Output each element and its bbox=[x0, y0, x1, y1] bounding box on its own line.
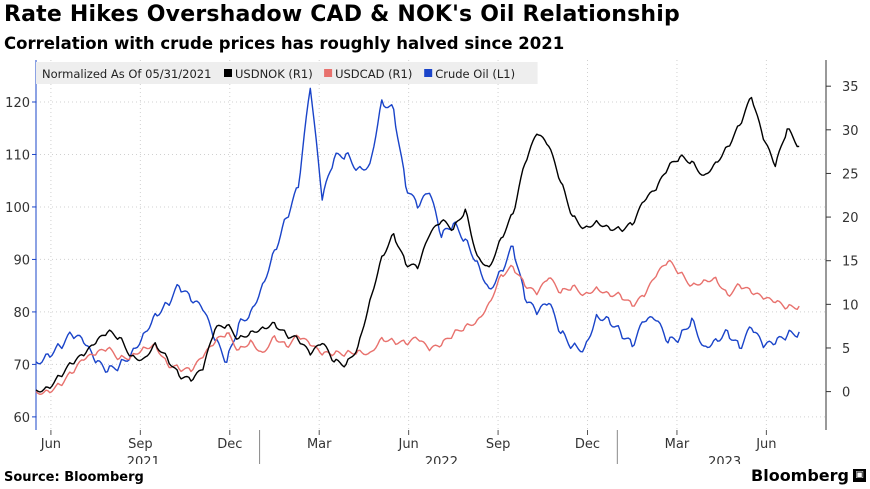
x-tick-label: Dec bbox=[575, 437, 600, 452]
source-note: Source: Bloomberg bbox=[4, 470, 144, 485]
x-tick-label: Sep bbox=[128, 437, 153, 452]
legend-label: USDNOK (R1) bbox=[235, 67, 313, 81]
chart-title: Rate Hikes Overshadow CAD & NOK's Oil Re… bbox=[4, 2, 680, 27]
right-tick-label: 20 bbox=[842, 211, 859, 226]
left-tick-label: 120 bbox=[5, 96, 30, 111]
legend-note: Normalized As Of 05/31/2021 bbox=[42, 67, 211, 81]
chart-subtitle: Correlation with crude prices has roughl… bbox=[4, 34, 565, 53]
legend-box bbox=[36, 62, 538, 84]
right-tick-label: 0 bbox=[842, 386, 850, 401]
x-tick-label: Mar bbox=[665, 437, 690, 452]
brand-name: Bloomberg bbox=[751, 466, 849, 485]
right-tick-label: 30 bbox=[842, 124, 859, 139]
usdnok-line bbox=[35, 96, 800, 393]
x-tick-label: Jun bbox=[40, 437, 61, 452]
right-tick-label: 15 bbox=[842, 255, 859, 270]
left-tick-label: 80 bbox=[13, 306, 30, 321]
left-tick-label: 100 bbox=[5, 201, 30, 216]
legend-swatch bbox=[324, 69, 333, 77]
x-tick-label: Jun bbox=[397, 437, 418, 452]
right-tick-label: 35 bbox=[842, 80, 859, 95]
right-tick-label: 10 bbox=[842, 298, 859, 313]
right-tick-label: 25 bbox=[842, 167, 859, 182]
x-tick-label: Dec bbox=[217, 437, 242, 452]
left-tick-label: 90 bbox=[13, 253, 30, 268]
left-tick-label: 70 bbox=[13, 358, 30, 373]
bloomberg-terminal-icon: ▣ bbox=[853, 469, 866, 482]
x-tick-label: Mar bbox=[307, 437, 332, 452]
legend-label: Crude Oil (L1) bbox=[435, 67, 515, 81]
legend-label: USDCAD (R1) bbox=[335, 67, 412, 81]
usdcad-line bbox=[35, 259, 800, 395]
left-tick-label: 60 bbox=[13, 411, 30, 426]
x-tick-label: Sep bbox=[486, 437, 511, 452]
year-label: 2023 bbox=[708, 455, 741, 464]
legend-swatch bbox=[424, 69, 433, 77]
year-label: 2022 bbox=[425, 455, 458, 464]
legend-swatch bbox=[224, 69, 232, 77]
right-tick-label: 5 bbox=[842, 342, 850, 357]
bloomberg-logo: Bloomberg ▣ bbox=[751, 466, 866, 485]
crude-oil-line bbox=[35, 87, 800, 373]
left-tick-label: 110 bbox=[5, 148, 30, 163]
x-tick-label: Jun bbox=[755, 437, 776, 452]
year-label: 2021 bbox=[127, 455, 160, 464]
